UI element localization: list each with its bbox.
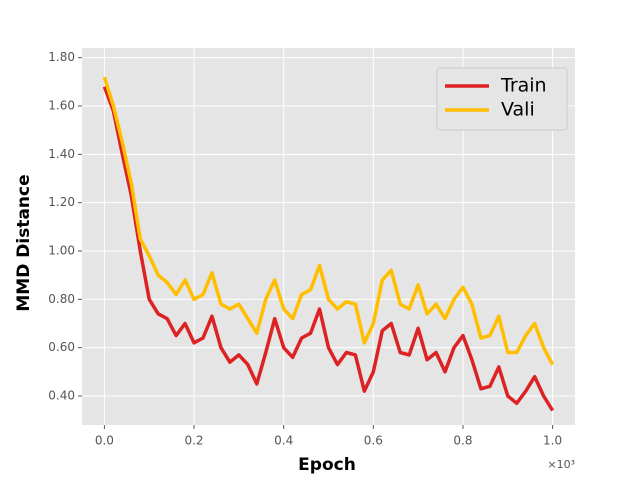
legend-label: Train <box>500 75 547 97</box>
x-tick-label: 1.0 <box>543 434 562 448</box>
y-tick-label: 0.40 <box>48 389 75 403</box>
x-tick-label: 0.0 <box>95 434 114 448</box>
y-tick-label: 0.80 <box>48 292 75 306</box>
y-tick-label: 1.00 <box>48 244 75 258</box>
x-tick-label: 0.4 <box>274 434 293 448</box>
x-axis-label: Epoch <box>298 455 356 475</box>
y-tick-label: 0.60 <box>48 340 75 354</box>
x-offset-label: ×10³ <box>547 458 575 471</box>
y-tick-label: 1.80 <box>48 50 75 64</box>
legend-label: Vali <box>501 99 535 121</box>
y-tick-label: 1.20 <box>48 195 75 209</box>
y-tick-label: 1.40 <box>48 147 75 161</box>
x-tick-label: 0.8 <box>453 434 472 448</box>
x-tick-label: 0.6 <box>364 434 383 448</box>
x-tick-label: 0.2 <box>184 434 203 448</box>
line-series <box>102 86 555 412</box>
legend-box <box>436 67 568 131</box>
y-axis-label: MMD Distance <box>14 174 34 311</box>
y-tick-label: 1.60 <box>48 99 75 113</box>
line-series <box>102 76 555 366</box>
